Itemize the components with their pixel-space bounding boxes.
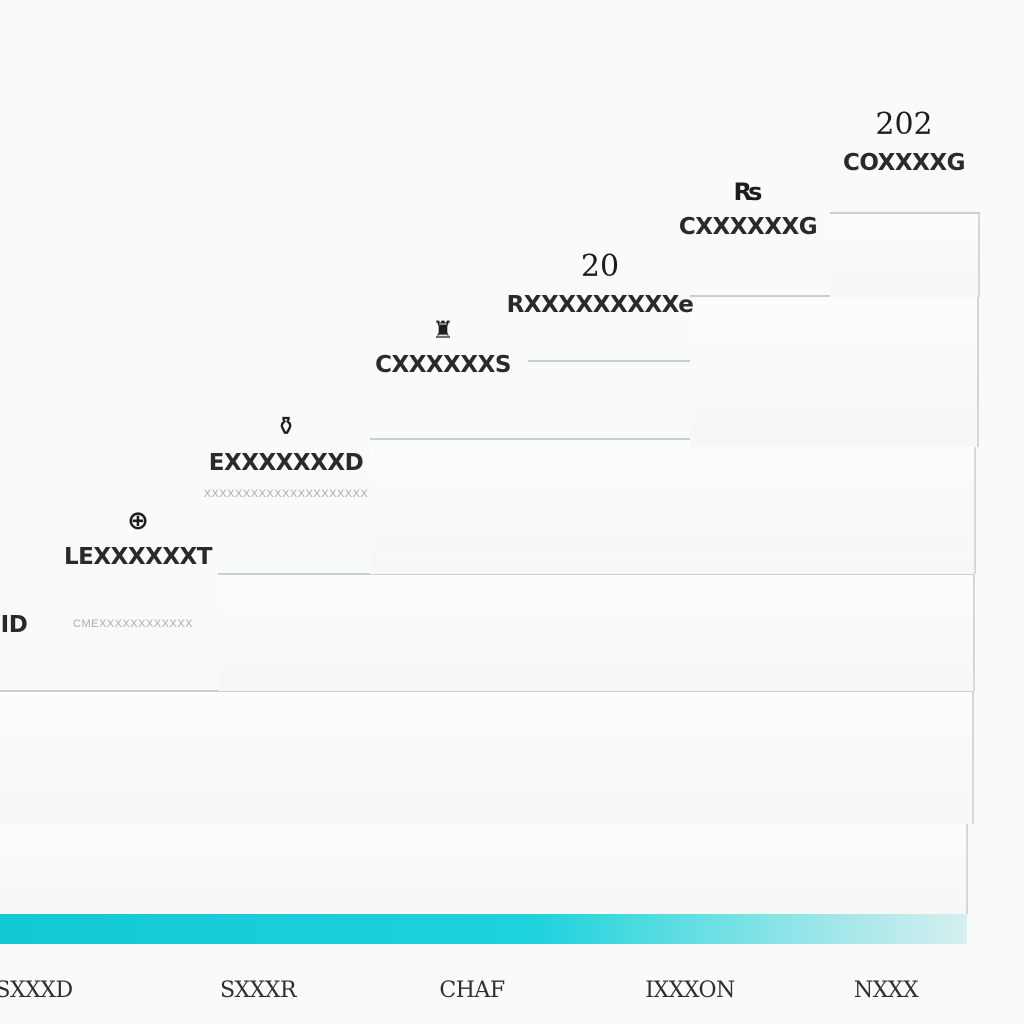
step-7: 202 COXXXXG: [843, 107, 965, 177]
step-6-label: CXXXXXXG: [678, 214, 818, 240]
axis-label-5: NXXX: [853, 978, 919, 1003]
tower-icon: ♜: [432, 316, 454, 344]
axis-label-3: CHAF: [439, 978, 505, 1003]
step-2: ⊕ LEXXXXXXT: [64, 508, 212, 570]
step-5: 20 RXXXXXXXXXe: [506, 249, 694, 319]
step-3-sub: XXXXXXXXXXXXXXXXXXXXX: [203, 488, 369, 500]
step-4: ♜ CXXXXXXS: [375, 318, 511, 378]
step-5-label: RXXXXXXXXXe: [506, 292, 694, 318]
step-1: ID: [1, 612, 28, 638]
step-panel-7: [830, 212, 980, 297]
axis-label-4: IXXXON: [645, 978, 735, 1003]
currency-icon: ₨: [733, 178, 763, 206]
step-panel-2: [0, 690, 974, 824]
step-7-number: 202: [875, 107, 933, 142]
step-1-sub: CMEXXXXXXXXXXXX: [73, 618, 193, 630]
step-3: ⚱ EXXXXXXXD XXXXXXXXXXXXXXXXXXXXX: [204, 414, 369, 500]
step-6: ₨ CXXXXXXG: [678, 178, 818, 240]
step-1-caption: CMEXXXXXXXXXXXX: [73, 606, 193, 630]
step-3-label: EXXXXXXXD: [208, 450, 364, 476]
step-1-label: ID: [0, 612, 28, 638]
axis-label-1: SXXXD: [0, 978, 73, 1003]
vase-icon: ⚱: [275, 412, 297, 442]
step-2-label: LEXXXXXXT: [64, 544, 212, 570]
axis-label-2: SXXXR: [219, 978, 297, 1003]
step-panel-1: [0, 822, 968, 914]
step-7-label: COXXXXG: [843, 150, 965, 176]
step-4-label: CXXXXXXS: [375, 352, 511, 378]
step-panel-4: [370, 438, 976, 574]
step-panel-6: [690, 295, 979, 447]
step-5-number: 20: [580, 249, 620, 284]
progress-band: [0, 914, 967, 944]
circle-swirl-icon: ⊕: [127, 506, 149, 536]
step-panel-3: [218, 573, 975, 691]
